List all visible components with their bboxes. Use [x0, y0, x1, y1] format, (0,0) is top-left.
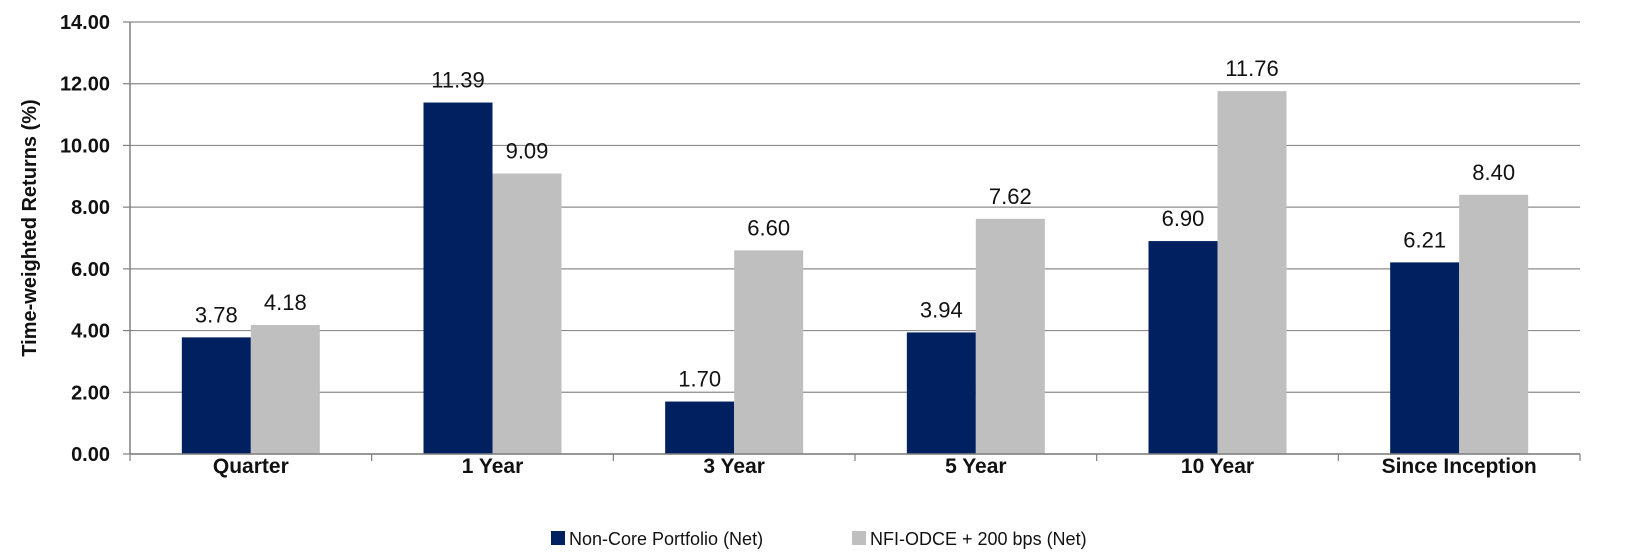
- bar-nfi-odce-4: [1217, 91, 1287, 455]
- category-label: 5 Year: [945, 455, 1007, 478]
- legend-swatch: [852, 531, 866, 545]
- data-label: 9.09: [506, 139, 549, 164]
- y-tick-label: 10.00: [60, 135, 110, 157]
- data-label: 11.39: [431, 68, 484, 93]
- y-axis-title: Time-weighted Returns (%): [19, 99, 41, 356]
- bar-nfi-odce-3: [975, 218, 1045, 454]
- gridlines: [123, 21, 1580, 455]
- category-labels: Quarter 1 Year 3 Year 5 Year 10 Year Since In…: [213, 455, 1537, 478]
- y-tick-label: 14.00: [60, 12, 110, 34]
- y-tick-label: 6.00: [71, 259, 110, 281]
- y-tick-label: 2.00: [71, 382, 110, 404]
- category-label: 1 Year: [462, 455, 524, 478]
- y-tick-label: 0.00: [71, 444, 110, 466]
- bar-non-core-portfolio-3: [906, 332, 976, 454]
- category-label: 3 Year: [703, 455, 765, 478]
- y-tick-label: 8.00: [71, 197, 110, 219]
- data-label: 8.40: [1472, 160, 1515, 185]
- category-label: Since Inception: [1382, 455, 1537, 478]
- legend-swatch: [551, 531, 565, 545]
- legend: Non-Core Portfolio (Net) NFI-ODCE + 200 b…: [551, 529, 1087, 549]
- category-label: 10 Year: [1181, 455, 1254, 478]
- category-label: Quarter: [213, 455, 289, 478]
- y-tick-label: 4.00: [71, 321, 110, 343]
- bar-non-core-portfolio-0: [181, 337, 251, 454]
- data-label: 1.70: [678, 367, 721, 392]
- y-tick-label: 12.00: [60, 74, 110, 96]
- bar-non-core-portfolio-4: [1148, 241, 1218, 454]
- y-tick-labels: 0.00 2.00 4.00 6.00 8.00 10.00 12.00 14.00: [60, 12, 110, 466]
- bar-non-core-portfolio-1: [423, 102, 493, 454]
- data-label: 4.18: [264, 290, 307, 315]
- bar-non-core-portfolio-5: [1390, 262, 1460, 454]
- data-label: 6.21: [1403, 227, 1446, 252]
- legend-label: NFI-ODCE + 200 bps (Net): [870, 529, 1087, 549]
- data-labels: 3.78 11.39 1.70 3.94 6.90 6.21 4.18 9.09 6.60 7.6…: [195, 56, 1515, 391]
- axes: [129, 22, 1581, 461]
- bar-nfi-odce-1: [492, 173, 562, 454]
- data-label: 6.90: [1162, 206, 1205, 231]
- bar-nfi-odce-5: [1459, 194, 1529, 455]
- data-label: 7.62: [989, 184, 1032, 209]
- bars: [181, 91, 1529, 455]
- data-label: 3.94: [920, 297, 963, 322]
- data-label: 3.78: [195, 302, 238, 327]
- data-label: 6.60: [747, 215, 790, 240]
- data-label: 11.76: [1225, 56, 1278, 81]
- bar-nfi-odce-2: [734, 250, 804, 454]
- bar-nfi-odce-0: [250, 325, 320, 454]
- bar-non-core-portfolio-2: [665, 401, 735, 454]
- legend-label: Non-Core Portfolio (Net): [569, 529, 763, 549]
